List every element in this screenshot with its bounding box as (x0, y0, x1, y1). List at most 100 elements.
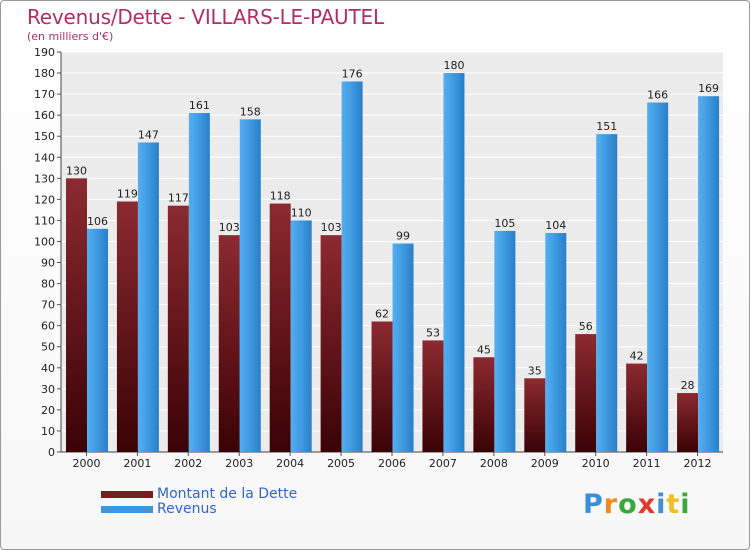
legend-label-dette: Montant de la Dette (157, 486, 298, 502)
bar-revenus (87, 228, 108, 452)
x-tick-label: 2011 (633, 457, 661, 470)
y-tick-label: 130 (34, 172, 55, 185)
logo-letter: i (656, 489, 667, 520)
legend-swatch-dette (101, 491, 153, 498)
x-tick-label: 2003 (225, 457, 253, 470)
x-tick-label: 2007 (429, 457, 457, 470)
bar-revenus (290, 220, 312, 452)
bar-revenus (341, 81, 363, 452)
data-label: 28 (681, 379, 695, 392)
y-tick-label: 60 (41, 320, 55, 333)
x-tick-label: 2010 (582, 457, 610, 470)
data-label: 45 (477, 343, 491, 356)
logo-letter: r (603, 489, 619, 520)
data-label: 151 (596, 120, 617, 133)
bar-dette (66, 178, 87, 452)
x-tick-label: 2012 (684, 457, 712, 470)
y-tick-label: 20 (41, 404, 55, 417)
logo-letter: x (637, 489, 657, 520)
data-label: 117 (168, 192, 189, 205)
x-tick-label: 2002 (174, 457, 202, 470)
x-tick-label: 2001 (123, 457, 151, 470)
bar-dette (626, 363, 648, 452)
bar-revenus (137, 142, 159, 453)
logo-letter: t (666, 489, 681, 520)
y-tick-label: 100 (34, 235, 55, 248)
y-tick-label: 140 (34, 151, 55, 164)
data-label: 130 (66, 164, 87, 177)
data-label: 105 (494, 217, 515, 230)
legend: Montant de la Dette Revenus (101, 487, 297, 517)
data-label: 56 (579, 320, 593, 333)
x-tick-label: 2005 (327, 457, 355, 470)
y-tick-label: 180 (34, 67, 55, 80)
data-label: 176 (342, 67, 363, 80)
y-tick-label: 120 (34, 193, 55, 206)
y-tick-label: 110 (34, 214, 55, 227)
y-tick-label: 160 (34, 109, 55, 122)
logo-letter: i (680, 489, 691, 520)
x-tick-label: 2004 (276, 457, 304, 470)
chart-title: Revenus/Dette - VILLARS-LE-PAUTEL (27, 5, 384, 29)
y-tick-label: 40 (41, 362, 55, 375)
bar-revenus (443, 73, 465, 452)
y-tick-label: 90 (41, 257, 55, 270)
bar-revenus (596, 134, 618, 452)
bar-dette (218, 235, 240, 452)
y-tick-label: 0 (48, 446, 55, 459)
data-label: 166 (647, 89, 668, 102)
bar-revenus (647, 102, 669, 453)
data-label: 53 (426, 326, 440, 339)
y-tick-label: 30 (41, 383, 55, 396)
bar-revenus (494, 230, 516, 452)
x-tick-label: 2008 (480, 457, 508, 470)
data-label: 158 (240, 105, 261, 118)
y-tick-label: 80 (41, 278, 55, 291)
proxiti-logo: Proxiti (583, 489, 691, 520)
legend-item-revenus: Revenus (101, 502, 297, 517)
bar-dette (422, 340, 444, 452)
y-tick-label: 170 (34, 88, 55, 101)
y-tick-label: 50 (41, 341, 55, 354)
bar-revenus (698, 96, 720, 453)
data-label: 180 (443, 59, 464, 72)
data-label: 104 (545, 219, 566, 232)
data-label: 110 (291, 206, 312, 219)
bar-revenus (545, 233, 567, 452)
data-label: 169 (698, 82, 719, 95)
bar-dette (473, 357, 495, 452)
legend-swatch-revenus (101, 506, 153, 513)
data-label: 118 (270, 190, 291, 203)
data-label: 161 (189, 99, 210, 112)
bar-dette (371, 321, 393, 452)
x-tick-label: 2009 (531, 457, 559, 470)
bar-dette (320, 235, 342, 452)
bar-dette (677, 393, 699, 452)
data-label: 103 (219, 221, 240, 234)
x-tick-label: 2006 (378, 457, 406, 470)
y-tick-label: 150 (34, 130, 55, 143)
legend-label-revenus: Revenus (157, 501, 217, 517)
data-label: 119 (117, 187, 138, 200)
bar-dette (575, 334, 597, 452)
data-label: 42 (630, 350, 644, 363)
bar-revenus (239, 119, 261, 453)
bar-dette (116, 201, 138, 452)
data-label: 99 (396, 230, 410, 243)
data-label: 106 (87, 215, 108, 228)
data-label: 35 (528, 364, 542, 377)
chart-subtitle: (en milliers d'€) (27, 30, 114, 43)
logo-letter: P (583, 489, 604, 520)
bar-dette (167, 205, 189, 452)
y-tick-label: 190 (34, 46, 55, 59)
logo-letter: o (618, 489, 638, 520)
data-label: 62 (375, 307, 389, 320)
bar-revenus (188, 113, 210, 452)
bar-dette (269, 203, 291, 452)
data-label: 147 (138, 129, 159, 142)
x-tick-label: 2000 (72, 457, 100, 470)
bar-revenus (392, 243, 414, 452)
legend-item-dette: Montant de la Dette (101, 487, 297, 502)
